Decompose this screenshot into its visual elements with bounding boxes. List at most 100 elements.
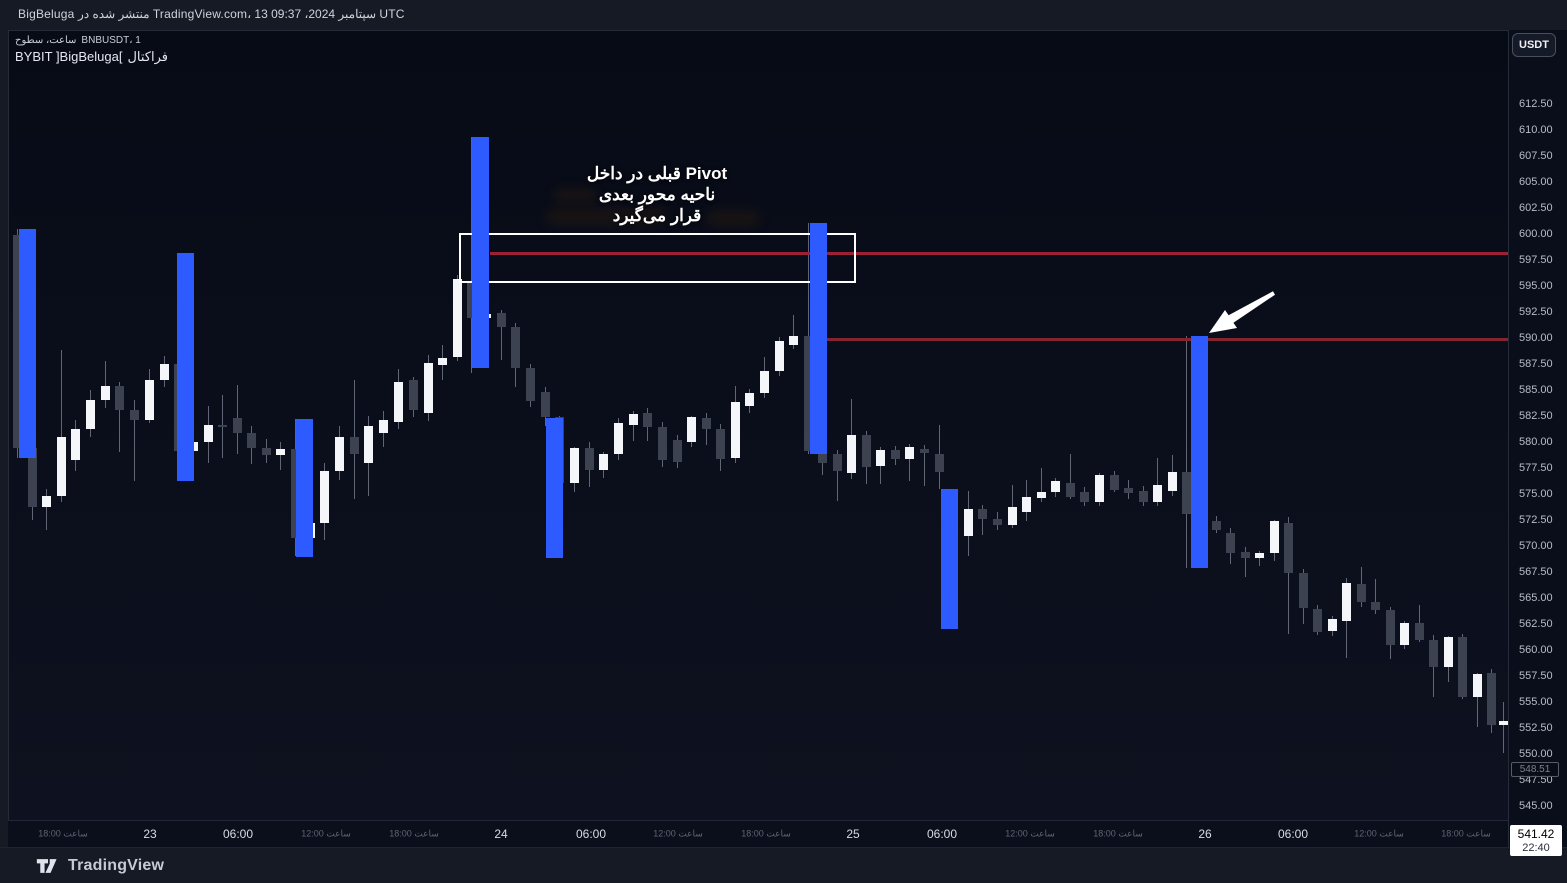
indicator-name-label: فراکتال xyxy=(127,49,168,64)
price-tick-label: 585.00 xyxy=(1519,384,1553,396)
candle xyxy=(86,400,95,430)
candle xyxy=(409,379,418,410)
candle xyxy=(1270,521,1279,554)
time-label-minor: ساعت 18:00 xyxy=(389,828,439,839)
candle-countdown: 22:40 xyxy=(1522,842,1550,855)
candle xyxy=(438,357,447,365)
currency-toggle-button[interactable]: USDT xyxy=(1512,33,1556,57)
indicator-source-label: BYBIT ]BigBeluga[ xyxy=(15,49,123,64)
indicator-legend[interactable]: BYBIT ]BigBeluga[ فراکتال xyxy=(15,49,168,65)
time-label-major: 23 xyxy=(143,827,157,841)
candle-wick xyxy=(982,505,983,535)
time-label-major: 06:00 xyxy=(926,827,958,841)
pivot-level-line xyxy=(490,252,1508,256)
candle xyxy=(804,335,813,452)
candle xyxy=(1313,609,1322,633)
candle xyxy=(1153,484,1162,503)
pivot-highlight-bar xyxy=(941,488,958,630)
pivot-highlight-bar xyxy=(1191,335,1208,568)
price-tick-label: 582.50 xyxy=(1519,410,1553,422)
candle-wick xyxy=(501,309,502,360)
candle xyxy=(57,436,66,497)
chart-legend[interactable]: ساعت، سطوح BNBUSDT، 1 BYBIT ]BigBeluga[ … xyxy=(15,35,168,65)
pivot-highlight-bar xyxy=(19,228,36,458)
candle xyxy=(424,362,433,413)
candle xyxy=(1328,618,1337,632)
pivot-annotation-text: Pivot قبلی در داخل ناحیه محور بعدی قرار … xyxy=(457,163,857,226)
candle xyxy=(320,471,329,524)
candle xyxy=(130,409,139,421)
candle xyxy=(71,429,80,460)
candle xyxy=(1473,673,1482,697)
symbol-legend[interactable]: ساعت، سطوح BNBUSDT، 1 xyxy=(15,35,168,46)
candle-wick xyxy=(1012,484,1013,529)
candle xyxy=(1080,491,1089,503)
candle-wick xyxy=(1157,457,1158,507)
candle xyxy=(335,436,344,472)
candle-wick xyxy=(1245,547,1246,578)
candle xyxy=(1037,491,1046,499)
candle xyxy=(1458,637,1467,697)
candle xyxy=(204,425,213,442)
candle xyxy=(789,335,798,346)
price-tick-label: 597.50 xyxy=(1519,254,1553,266)
price-tick-label: 602.50 xyxy=(1519,202,1553,214)
pivot-highlight-bar xyxy=(472,137,489,369)
price-tick-label: 562.50 xyxy=(1519,618,1553,630)
price-tick-label: 590.00 xyxy=(1519,332,1553,344)
candle xyxy=(1241,552,1250,559)
pivot-highlight-bar xyxy=(296,419,313,558)
candle xyxy=(350,436,359,455)
candle xyxy=(1371,602,1380,611)
chart-pane[interactable]: ساعت، سطوح BNBUSDT، 1 BYBIT ]BigBeluga[ … xyxy=(8,30,1508,820)
annotation-line-1: Pivot قبلی در داخل xyxy=(586,164,728,183)
candle xyxy=(702,418,711,430)
symbol-name-label: BNBUSDT، 1 xyxy=(81,35,141,46)
candle xyxy=(716,429,725,459)
candle xyxy=(247,432,256,449)
candle xyxy=(1386,610,1395,645)
candle xyxy=(1110,475,1119,490)
price-tick-label: 552.50 xyxy=(1519,722,1553,734)
candle-wick xyxy=(119,381,120,453)
candle xyxy=(1415,622,1424,640)
candle-wick xyxy=(1503,701,1504,753)
price-axis[interactable]: USDT 612.50 610.00 607.50 605.00 602.50 600.0… xyxy=(1508,30,1567,857)
price-tick-label: 577.50 xyxy=(1519,462,1553,474)
price-tick-label: 570.00 xyxy=(1519,540,1553,552)
candle xyxy=(935,454,944,473)
candle-wick xyxy=(633,410,634,441)
candle xyxy=(1182,472,1191,514)
time-axis[interactable]: ساعت 18:00 23 06:00 ساعت 12:00 ساعت 18:00 24 0… xyxy=(8,820,1508,847)
candle xyxy=(1124,487,1133,493)
candle-wick xyxy=(837,450,838,502)
candle xyxy=(1444,637,1453,667)
candle xyxy=(643,412,652,428)
time-label-minor: ساعت 12:00 xyxy=(1005,828,1055,839)
candle xyxy=(453,278,462,357)
candle xyxy=(862,434,871,467)
candle xyxy=(28,448,37,508)
candle xyxy=(775,341,784,372)
time-label-minor: ساعت 18:00 xyxy=(741,828,791,839)
time-label-major: 06:00 xyxy=(575,827,607,841)
candle xyxy=(276,449,285,456)
candle-wick xyxy=(1070,454,1071,500)
candle xyxy=(1429,639,1438,667)
candle-wick xyxy=(1259,551,1260,566)
pivot-highlight-bar xyxy=(810,222,827,455)
candle-wick xyxy=(134,400,135,482)
price-tick-label: 587.50 xyxy=(1519,358,1553,370)
candle xyxy=(1139,490,1148,503)
candle xyxy=(1008,507,1017,526)
candle-wick xyxy=(61,350,62,503)
price-tick-label: 610.00 xyxy=(1519,124,1553,136)
price-tick-label: 612.50 xyxy=(1519,98,1553,110)
tradingview-logo[interactable]: TradingView xyxy=(36,856,164,876)
candle xyxy=(1095,475,1104,503)
blur-smudge xyxy=(707,211,759,226)
candle xyxy=(1168,472,1177,491)
annotation-line-3: قرار می‌گیرد xyxy=(612,206,702,225)
time-label-minor: ساعت 12:00 xyxy=(301,828,351,839)
